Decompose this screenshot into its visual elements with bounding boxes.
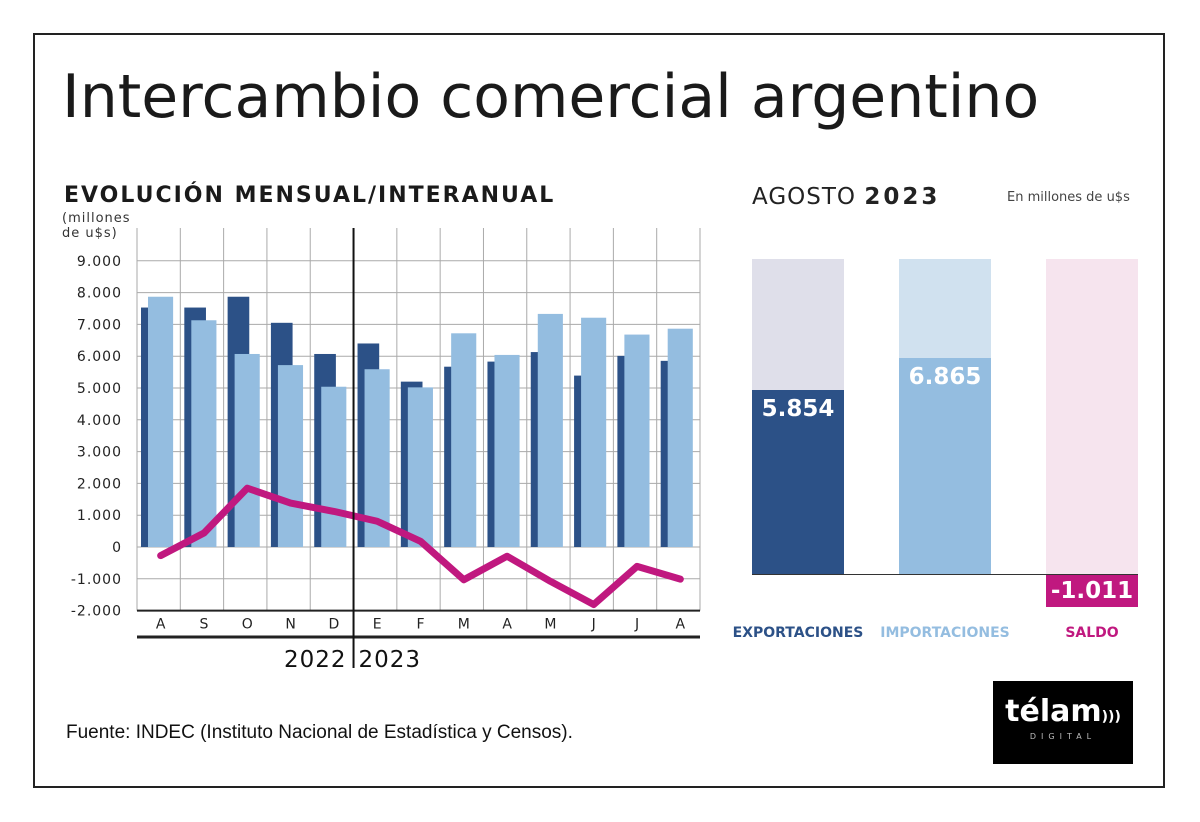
category-label: SALDO [1065,625,1119,641]
x-tick-label: O [242,617,253,633]
baseline [752,574,1138,575]
value-label: 5.854 [761,396,835,422]
year-label-2022: 2022 [284,647,347,673]
import-bar [667,328,693,547]
x-tick-label: J [591,617,596,633]
category-label: EXPORTACIONES [732,625,864,641]
y-tick-label: 6.000 [77,349,122,365]
y-tick-label: 7.000 [77,317,122,333]
right-chart-title-month: AGOSTO [752,184,857,210]
x-tick-label: S [200,617,209,633]
value-bar [899,358,991,575]
import-bar [277,365,304,547]
y-axis-label: (millones de u$s) [62,211,131,241]
x-tick-label: A [502,617,512,633]
x-tick-label: N [285,617,295,633]
y-tick-label: 2.000 [77,476,122,492]
import-bar [321,386,347,547]
bar-track [1046,259,1138,575]
right-chart-unit: En millones de u$s [1007,190,1130,205]
y-tick-label: 9.000 [77,254,122,270]
page-title: Intercambio comercial argentino [62,62,1040,132]
import-bar [581,317,607,547]
y-tick-label: 0 [112,540,122,556]
x-tick-label: J [634,617,639,633]
year-label-2023: 2023 [359,647,422,673]
y-tick-label: 3.000 [77,445,122,461]
left-chart-title: EVOLUCIÓN MENSUAL/INTERANUAL [64,183,556,208]
x-tick-label: A [676,617,686,633]
x-tick-label: E [373,617,382,633]
right-chart-title: AGOSTO 2023 [752,184,940,210]
import-bar [191,320,217,547]
category-label: IMPORTACIONES [880,625,1010,641]
x-tick-label: M [544,617,556,633]
y-tick-label: 5.000 [77,381,122,397]
source-note: Fuente: INDEC (Instituto Nacional de Est… [66,722,573,743]
y-tick-label: -2.000 [71,604,122,620]
y-axis-label-line2: de u$s) [62,226,118,241]
x-tick-label: D [328,617,339,633]
import-bar [234,353,260,547]
x-tick-label: M [458,617,470,633]
value-label: 6.865 [908,364,982,391]
import-bar [148,296,174,547]
value-bar [752,390,844,575]
right-chart-title-year: 2023 [864,184,941,210]
import-bar [537,313,563,547]
y-tick-label: 4.000 [77,413,122,429]
y-axis-label-line1: (millones [62,211,131,226]
value-bar [1046,575,1138,607]
x-tick-label: F [416,617,424,633]
y-tick-label: 8.000 [77,286,122,302]
y-tick-label: -1.000 [71,572,122,588]
value-label: -1.011 [1050,578,1134,604]
import-bar [407,387,433,547]
telam-logo: télam))) DIGITAL [993,681,1133,764]
y-tick-label: 1.000 [77,508,122,524]
import-bar [451,333,477,547]
import-bar [624,334,650,547]
frame [33,33,1165,788]
x-tick-label: A [156,617,166,633]
import-bar [494,354,520,547]
